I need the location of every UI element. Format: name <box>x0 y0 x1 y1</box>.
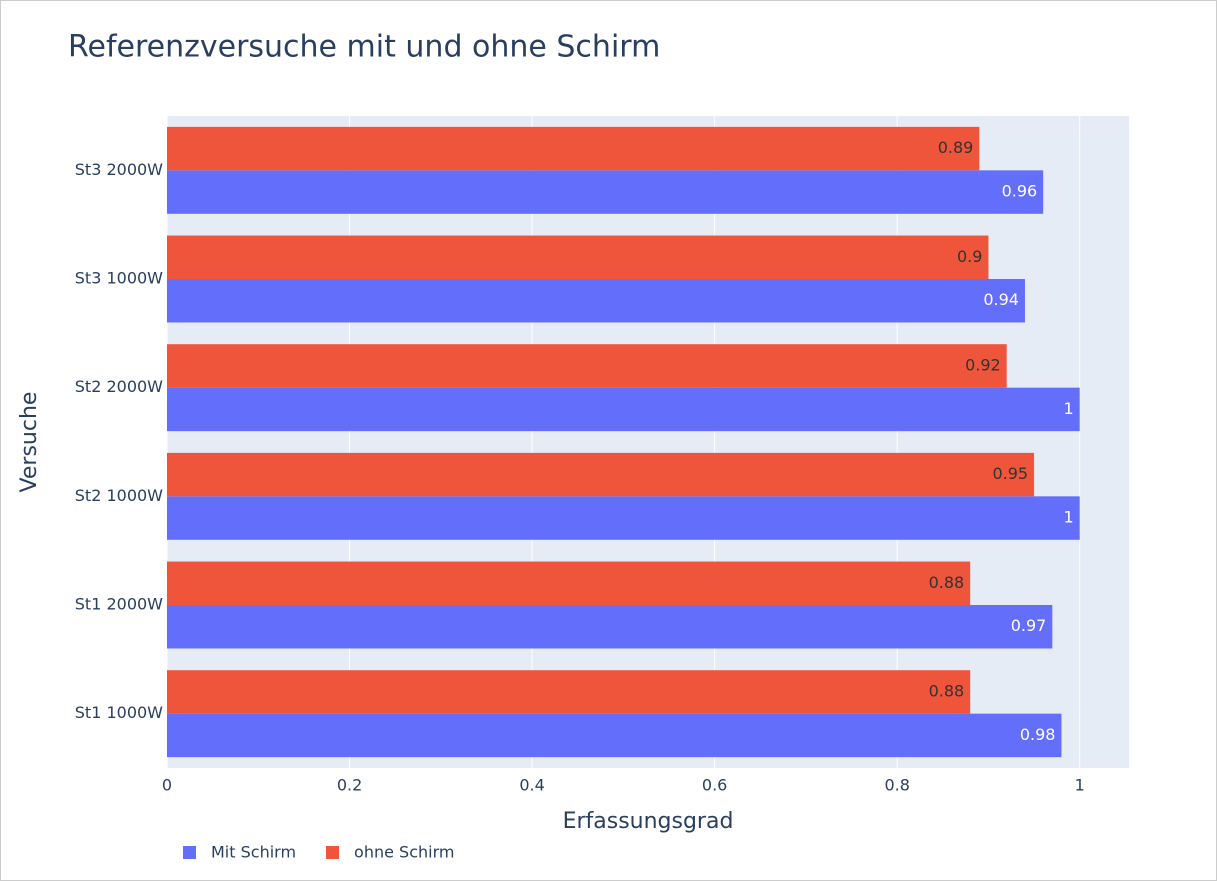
bar-value-label: 0.97 <box>1011 616 1047 635</box>
bar <box>167 170 1044 214</box>
x-tick-label: 0.6 <box>702 776 727 795</box>
y-tick-label: St1 2000W <box>75 595 163 614</box>
y-tick-label: St2 2000W <box>75 377 163 396</box>
bar-value-label: 0.96 <box>1002 182 1038 201</box>
legend-label: ohne Schirm <box>354 843 454 862</box>
bar <box>167 387 1080 432</box>
bar-value-label: 0.98 <box>1020 725 1056 744</box>
bar-value-label: 0.88 <box>929 573 965 592</box>
x-tick-label: 0.8 <box>884 776 909 795</box>
y-tick-label: St2 1000W <box>75 486 163 505</box>
bar <box>167 605 1053 649</box>
x-tick-label: 0 <box>162 776 172 795</box>
bar <box>167 344 1007 388</box>
chart-title: Referenzversuche mit und ohne Schirm <box>68 30 660 65</box>
bar <box>167 713 1062 758</box>
x-tick-label: 0.4 <box>519 776 544 795</box>
x-tick-label: 0.2 <box>337 776 362 795</box>
bar <box>167 279 1025 323</box>
bar <box>167 670 971 714</box>
x-axis-title: Erfassungsgrad <box>563 809 734 834</box>
bar-value-label: 0.9 <box>957 247 982 266</box>
y-axis-title: Versuche <box>17 392 42 493</box>
bar <box>167 496 1080 540</box>
legend-swatch <box>183 846 196 859</box>
bar <box>167 126 980 171</box>
bar-value-label: 0.92 <box>965 355 1001 374</box>
legend-label: Mit Schirm <box>211 843 296 862</box>
bar <box>167 452 1035 497</box>
bar <box>167 561 971 605</box>
bar-value-label: 1 <box>1064 399 1074 418</box>
y-tick-label: St3 1000W <box>75 269 163 288</box>
x-tick-label: 1 <box>1075 776 1085 795</box>
bar <box>167 235 989 279</box>
bar-value-label: 1 <box>1064 508 1074 527</box>
y-tick-label: St1 1000W <box>75 703 163 722</box>
bar-value-label: 0.94 <box>983 290 1019 309</box>
y-tick-label: St3 2000W <box>75 160 163 179</box>
bar-value-label: 0.88 <box>929 681 965 700</box>
bar-value-label: 0.89 <box>938 138 974 157</box>
bar-value-label: 0.95 <box>992 464 1028 483</box>
plot-area <box>167 116 1129 768</box>
legend-swatch <box>326 846 340 859</box>
